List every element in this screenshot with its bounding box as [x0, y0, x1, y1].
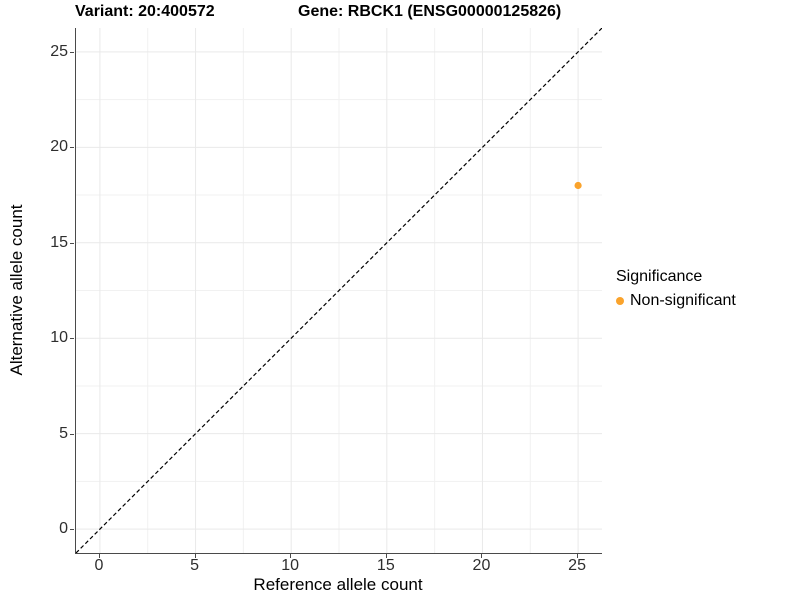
y-axis-tick-label: 20: [50, 138, 68, 156]
plot-title-variant: Variant: 20:400572: [75, 3, 215, 20]
y-axis-tick-label: 25: [50, 42, 68, 60]
plot-title-gene: Gene: RBCK1 (ENSG00000125826): [298, 3, 562, 20]
x-axis-tick: [98, 554, 100, 558]
y-axis-tick-label: 15: [50, 233, 68, 251]
y-axis-tick: [70, 338, 74, 340]
legend-point-icon: [616, 297, 624, 305]
y-axis-tick: [70, 147, 74, 149]
y-axis-tick: [70, 242, 74, 244]
plot-area: [76, 28, 602, 553]
y-axis-tick: [70, 51, 74, 53]
x-axis-tick: [577, 554, 579, 558]
x-axis-tick: [290, 554, 292, 558]
x-axis-tick-label: 15: [376, 557, 395, 574]
x-axis-tick: [385, 554, 387, 558]
y-axis-tick-label: 10: [50, 329, 68, 347]
y-axis-tick-label: 0: [59, 520, 68, 538]
legend-entry-label: Non-significant: [630, 292, 736, 309]
y-axis-tick: [70, 529, 74, 531]
identity-reference-line: [76, 28, 602, 553]
data-point: [574, 181, 582, 190]
legend-items: Non-significant: [616, 292, 736, 310]
y-axis-tick-label: 5: [59, 424, 68, 442]
x-axis-tick-label: 20: [472, 557, 491, 574]
x-axis-tick: [481, 554, 483, 558]
legend-title: Significance: [616, 268, 703, 285]
x-axis-tick-label: 10: [281, 557, 300, 574]
x-axis-tick-label: 0: [94, 557, 104, 574]
x-axis-tick-label: 25: [568, 557, 586, 574]
y-axis-title: Alternative allele count: [7, 204, 26, 376]
legend: Significance Non-significant: [616, 268, 736, 310]
x-axis-tick-label: 5: [190, 557, 199, 574]
x-axis-tick: [194, 554, 196, 558]
legend-entry: Non-significant: [616, 292, 736, 310]
y-axis-tick: [70, 433, 74, 435]
x-axis-title: Reference allele count: [253, 575, 423, 594]
plot-panel: [75, 28, 602, 554]
